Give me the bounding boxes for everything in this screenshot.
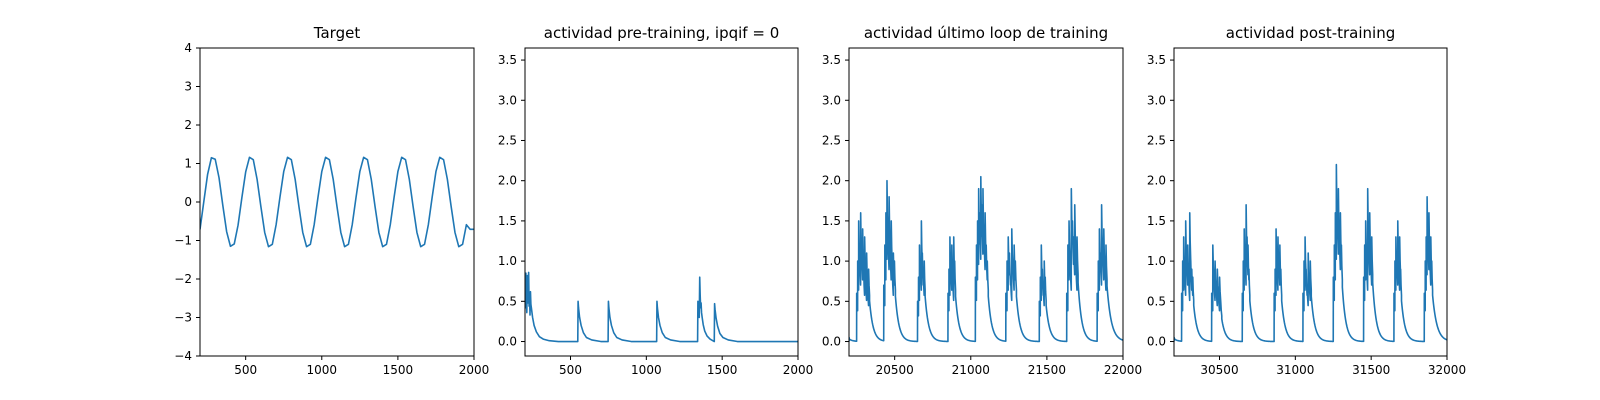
x-tick-label: 2000	[783, 363, 814, 377]
x-tick-label: 1500	[383, 363, 414, 377]
chart-title: actividad último loop de training	[864, 24, 1108, 42]
y-tick-label: 2.5	[822, 133, 841, 147]
series-line-4-1	[1174, 163, 1447, 343]
x-tick-label: 31500	[1352, 363, 1390, 377]
x-tick-label: 21500	[1028, 363, 1066, 377]
y-tick-label: 1.0	[1147, 254, 1166, 268]
y-tick-label: −4	[174, 349, 192, 363]
x-tick-label: 31000	[1276, 363, 1314, 377]
y-tick-label: −1	[174, 234, 192, 248]
y-tick-label: 1.0	[822, 254, 841, 268]
chart-panel-1: 500 1000 1500 2000 −4 −3 −2 −1 0 1 2 3 4 Target	[174, 24, 489, 377]
y-tick-label: 2.0	[1147, 174, 1166, 188]
x-tick-label: 500	[234, 363, 257, 377]
x-tick-label: 500	[559, 363, 582, 377]
y-tick-label: 0.5	[1147, 294, 1166, 308]
y-tick-label: 2	[184, 118, 192, 132]
y-tick-label: 0.0	[498, 335, 517, 349]
y-tick-label: −3	[174, 311, 192, 325]
y-tick-label: 2.0	[498, 174, 517, 188]
x-tick-label: 20500	[876, 363, 914, 377]
chart-panel-4: 30500 31000 31500 32000 0.0 0.5 1.0 1.5 2.0 2.5 3.…	[1147, 24, 1466, 377]
x-tick-label: 2000	[459, 363, 490, 377]
axes-frame	[1173, 47, 1448, 357]
y-tick-label: 0.5	[822, 294, 841, 308]
axes-frame	[848, 47, 1124, 357]
y-tick-label: 1	[184, 157, 192, 171]
y-tick-label: 0.0	[822, 335, 841, 349]
series-line-3-1	[849, 175, 1123, 343]
y-tick-label: 3.5	[1147, 53, 1166, 67]
y-tick-label: 3.5	[822, 53, 841, 67]
y-tick-label: 1.5	[822, 214, 841, 228]
series-line-1-1	[200, 156, 474, 248]
y-tick-label: 3.0	[1147, 93, 1166, 107]
y-tick-label: 0	[184, 195, 192, 209]
y-tick-label: 3.0	[498, 93, 517, 107]
x-tick-label: 30500	[1200, 363, 1238, 377]
y-tick-label: 3.5	[498, 53, 517, 67]
y-tick-label: 1.5	[498, 214, 517, 228]
chart-title: actividad pre-training, ipqif = 0	[544, 24, 780, 42]
chart-title: Target	[313, 24, 361, 42]
x-tick-label: 22000	[1104, 363, 1142, 377]
y-tick-label: 1.0	[498, 254, 517, 268]
axes-frame	[524, 47, 799, 357]
x-tick-label: 21000	[952, 363, 990, 377]
chart-panel-3: 20500 21000 21500 22000 0.0 0.5 1.0 1.5 2.0 2.5 3.…	[822, 24, 1142, 377]
y-tick-label: 2.5	[1147, 133, 1166, 147]
series-line-2-1	[525, 271, 798, 343]
y-tick-label: 4	[184, 41, 192, 55]
x-tick-label: 1000	[307, 363, 338, 377]
y-tick-label: 3.0	[822, 93, 841, 107]
y-tick-label: 3	[184, 80, 192, 94]
y-tick-label: 0.5	[498, 294, 517, 308]
y-tick-label: −2	[174, 272, 192, 286]
x-tick-label: 1000	[631, 363, 662, 377]
y-tick-label: 0.0	[1147, 335, 1166, 349]
x-tick-label: 1500	[707, 363, 738, 377]
x-tick-label: 32000	[1428, 363, 1466, 377]
y-tick-label: 2.0	[822, 174, 841, 188]
y-tick-label: 1.5	[1147, 214, 1166, 228]
y-tick-label: 2.5	[498, 133, 517, 147]
chart-panel-2: 500 1000 1500 2000 0.0 0.5 1.0 1.5 2.0 2.5 3.0 3.5 a…	[498, 24, 813, 377]
chart-title: actividad post-training	[1226, 24, 1395, 42]
